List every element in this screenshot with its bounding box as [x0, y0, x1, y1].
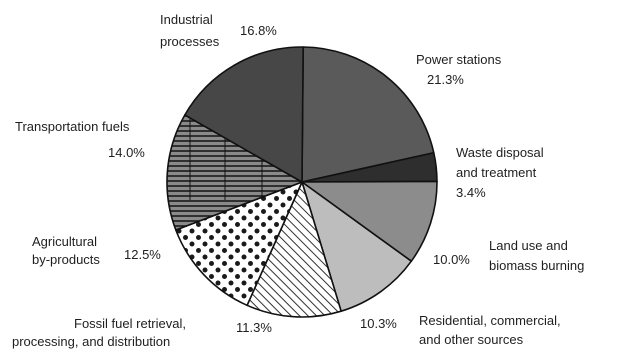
label-land-line1: Land use and — [489, 238, 568, 253]
label-residential-line1: Residential, commercial, — [419, 313, 561, 328]
label-waste-line2: and treatment — [456, 165, 537, 180]
pie-slice-industrial-processes — [184, 46, 304, 183]
label-land-line2: biomass burning — [489, 258, 584, 273]
pie-slice-agricultural-by-products — [175, 181, 303, 307]
label-power-line1: Power stations — [416, 52, 502, 67]
label-fossil-line1: Fossil fuel retrieval, — [74, 316, 186, 331]
label-agri-line2: by-products — [32, 252, 100, 267]
label-residential-line2: and other sources — [419, 332, 524, 347]
pie-slice-fossil-fuel-retrieval-processing-and-distribution — [246, 181, 342, 318]
label-power-value: 21.3% — [427, 72, 464, 87]
label-fossil-value: 11.3% — [236, 320, 272, 335]
label-transport-value: 14.0% — [108, 145, 145, 160]
pie-slices — [166, 46, 438, 318]
label-industrial-line1: Industrial — [160, 12, 213, 27]
label-agri-line1: Agricultural — [32, 234, 97, 249]
label-land-value: 10.0% — [433, 252, 470, 267]
label-industrial-value: 16.8% — [240, 23, 277, 38]
pie-slice-transportation-fuels — [166, 114, 303, 231]
label-residential-value: 10.3% — [360, 316, 397, 331]
label-agri-value: 12.5% — [124, 247, 161, 262]
pie-slice-residential-commercial-and-other-sources — [301, 181, 413, 312]
label-transport-line1: Transportation fuels — [15, 119, 130, 134]
label-fossil-line2: processing, and distribution — [12, 334, 170, 349]
pie-slice-land-use-and-biomass-burning — [301, 180, 438, 262]
pie-slice-power-stations — [301, 46, 435, 183]
label-waste-value: 3.4% — [456, 185, 486, 200]
label-waste-line1: Waste disposal — [456, 145, 544, 160]
label-industrial-line2: processes — [160, 34, 220, 49]
